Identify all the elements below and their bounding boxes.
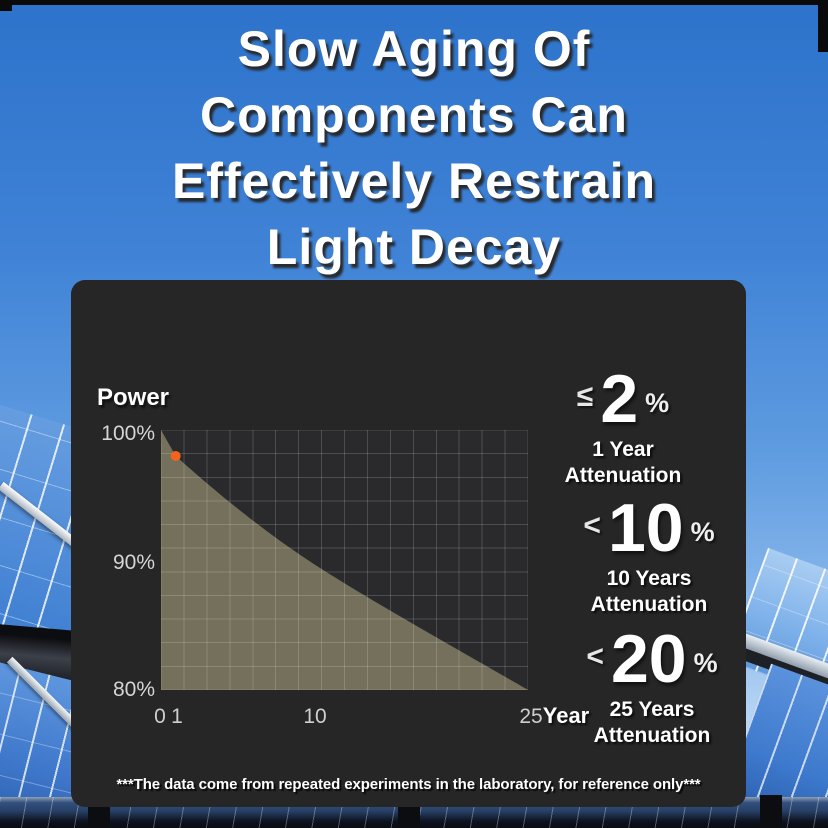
x-tick-10: 10 <box>303 705 327 728</box>
less-than-sign: < <box>586 640 604 673</box>
stat-1-value-row: ≤ 2 % <box>513 361 733 437</box>
photo-edge-top <box>0 0 828 5</box>
mount-post <box>760 795 782 828</box>
y-tick-100: 100% <box>101 422 155 445</box>
stat-3-value: 20 <box>610 621 687 697</box>
stat-2-value: 10 <box>607 490 684 566</box>
title-line-1: Slow Aging Of <box>237 21 591 77</box>
x-tick-25: 25 <box>519 705 543 728</box>
disclaimer-text: ***The data come from repeated experimen… <box>116 776 701 793</box>
stat-1-unit: % <box>645 387 670 418</box>
chart-board: Power 100% 90% 80% 0 1 10 25 Year ≤ 2 % … <box>71 280 746 807</box>
x-tick-0: 0 <box>154 705 166 728</box>
stat-1-duration: 1 Year <box>592 438 654 461</box>
stat-10-years: < 10 % 10 Years Attenuation <box>539 490 759 618</box>
title-line-2: Components Can <box>200 87 628 143</box>
title-line-4: Light Decay <box>266 219 562 275</box>
marker-dot <box>170 451 181 461</box>
y-tick-90: 90% <box>112 551 155 574</box>
stat-2-metric: Attenuation <box>590 593 708 616</box>
stat-3-value-row: < 20 % <box>542 621 762 697</box>
title-line-3: Effectively Restrain <box>171 153 657 209</box>
stat-1-year: ≤ 2 % 1 Year Attenuation <box>513 361 733 489</box>
decay-chart-svg <box>160 429 529 691</box>
stat-1-metric: Attenuation <box>564 464 682 487</box>
stat-25-years: < 20 % 25 Years Attenuation <box>542 621 762 749</box>
stat-2-unit: % <box>690 516 715 547</box>
y-axis-title: Power <box>97 384 170 411</box>
photo-edge-top-left <box>0 0 12 11</box>
stat-3-duration: 25 Years <box>609 698 695 721</box>
less-than-sign: < <box>583 509 601 542</box>
stat-1-value: 2 <box>600 361 639 437</box>
stat-3-metric: Attenuation <box>593 724 711 747</box>
page-title: Slow Aging Of Components Can Effectively… <box>0 16 828 280</box>
x-axis-title: Year <box>542 703 590 728</box>
photo-edge-top-right <box>818 0 828 52</box>
x-tick-1: 1 <box>171 705 183 728</box>
stat-2-duration: 10 Years <box>606 567 692 590</box>
stat-3-unit: % <box>693 647 718 678</box>
less-equal-sign: ≤ <box>576 380 594 413</box>
decay-chart <box>160 429 529 691</box>
y-tick-80: 80% <box>112 678 155 701</box>
stat-2-value-row: < 10 % <box>539 490 759 566</box>
